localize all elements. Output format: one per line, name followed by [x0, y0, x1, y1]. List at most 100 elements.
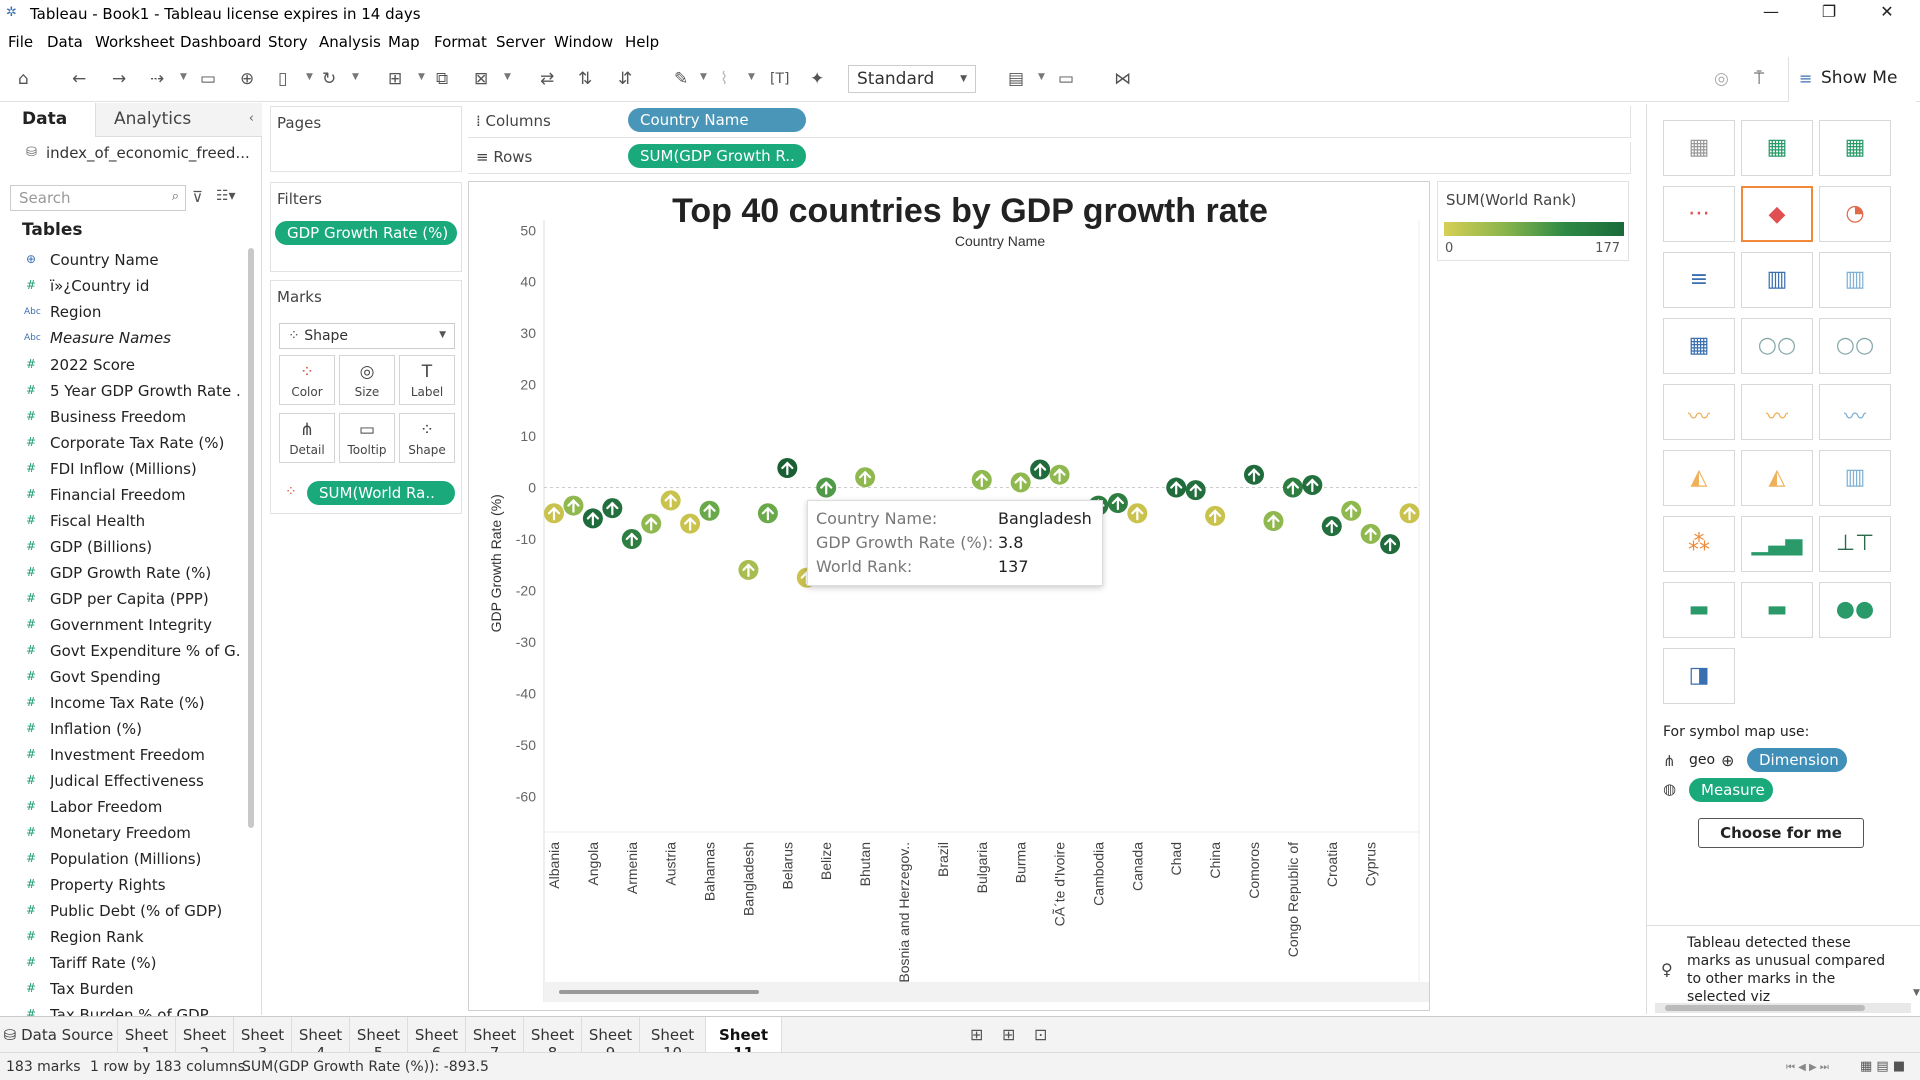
field-item[interactable]: Abc Region: [0, 300, 245, 326]
sheet-nav-icon[interactable]: ⏮ ◀ ▶ ⏭: [1786, 1062, 1829, 1073]
sheet-tab[interactable]: Sheet 6: [408, 1017, 466, 1062]
new-worksheet-icon[interactable]: ⊞: [970, 1025, 984, 1044]
field-item[interactable]: # Property Rights: [0, 873, 245, 899]
marks-pill-world-rank[interactable]: SUM(World Ra..: [307, 481, 455, 505]
rows-pill-gdp-growth[interactable]: SUM(GDP Growth R..: [628, 144, 806, 168]
show-labels-icon[interactable]: [T]: [770, 71, 790, 87]
chart-type-more-charts[interactable]: ◨: [1663, 648, 1735, 704]
chart-type-highlight-table[interactable]: ▦: [1819, 120, 1891, 176]
chart-type-histogram[interactable]: ▁▃▅: [1741, 516, 1813, 572]
data-point[interactable]: [641, 513, 662, 534]
field-item[interactable]: # Investment Freedom: [0, 743, 245, 769]
sheet-tab[interactable]: Sheet 10: [640, 1017, 706, 1062]
undo-icon[interactable]: ←: [72, 69, 87, 89]
data-point[interactable]: [1244, 464, 1264, 485]
columns-pill-country-name[interactable]: Country Name: [628, 108, 806, 132]
clear-sheet-icon[interactable]: ⊠: [474, 69, 489, 89]
chart-type-area-continuous[interactable]: ◭: [1663, 450, 1735, 506]
horizontal-scrollbar[interactable]: [1655, 1003, 1911, 1013]
field-item[interactable]: # Labor Freedom: [0, 795, 245, 821]
label-button[interactable]: T Label: [399, 355, 455, 405]
new-datasource-icon[interactable]: ⊕: [240, 69, 255, 89]
data-point[interactable]: [816, 477, 837, 498]
field-item[interactable]: # Income Tax Rate (%): [0, 691, 245, 717]
field-item[interactable]: # Govt Spending: [0, 665, 245, 691]
detail-button[interactable]: ⋔ Detail: [279, 413, 335, 463]
menu-map[interactable]: Map: [388, 33, 420, 51]
data-point[interactable]: [1185, 480, 1206, 501]
chart-type-symbol-map[interactable]: ⋯: [1663, 186, 1735, 242]
menu-server[interactable]: Server: [496, 33, 546, 51]
sheet-tab[interactable]: Sheet 2: [176, 1017, 234, 1062]
viz-horizontal-scrollbar[interactable]: [544, 982, 1429, 1002]
group-icon[interactable]: ⌇: [720, 69, 729, 89]
fix-axes-icon[interactable]: ✦: [810, 69, 825, 89]
data-point[interactable]: [777, 458, 798, 479]
home-icon[interactable]: ⌂: [18, 69, 29, 89]
data-point[interactable]: [1302, 474, 1323, 495]
field-item[interactable]: # GDP Growth Rate (%): [0, 561, 245, 587]
data-point[interactable]: [1205, 505, 1226, 526]
pause-dropdown-icon[interactable]: ▼: [306, 72, 313, 82]
chart-type-packed-bubbles[interactable]: ●●: [1819, 582, 1891, 638]
pause-updates-icon[interactable]: ▯: [278, 69, 288, 89]
chart-type-dual-combination[interactable]: ▥: [1819, 450, 1891, 506]
chart-type-box-whisker[interactable]: ⊥⊤: [1819, 516, 1891, 572]
sort-descending-icon[interactable]: ⇵: [618, 69, 633, 89]
replay-icon[interactable]: ⇢: [150, 69, 165, 89]
chart-type-filled-map[interactable]: ◆: [1741, 186, 1813, 242]
chart-type-horizontal-bars[interactable]: ≡: [1663, 252, 1735, 308]
chart-type-scatter-plot[interactable]: ⁂: [1663, 516, 1735, 572]
data-point[interactable]: [1360, 523, 1381, 544]
field-item[interactable]: #5 Year GDP Growth Rate ...: [0, 379, 245, 405]
redo-icon[interactable]: →: [112, 69, 127, 89]
save-icon[interactable]: ▭: [200, 69, 217, 89]
sheet-tab[interactable]: Sheet 11: [706, 1017, 782, 1062]
chart-type-stacked-bars[interactable]: ▥: [1741, 252, 1813, 308]
menu-data[interactable]: Data: [47, 33, 83, 51]
new-dashboard-icon[interactable]: ⊞: [1002, 1025, 1016, 1044]
data-point[interactable]: [1263, 511, 1284, 531]
data-point[interactable]: [757, 503, 778, 524]
menu-window[interactable]: Window: [554, 33, 614, 51]
tooltip-button[interactable]: ▭ Tooltip: [339, 413, 395, 463]
data-point[interactable]: [1127, 503, 1148, 524]
chart-type-area-discrete[interactable]: ◭: [1741, 450, 1813, 506]
data-point[interactable]: [1166, 477, 1187, 498]
pages-card[interactable]: Pages: [270, 106, 462, 172]
refresh-dropdown-icon[interactable]: ▼: [352, 72, 359, 82]
sort-ascending-icon[interactable]: ⇅: [578, 69, 593, 89]
presentation-mode-icon[interactable]: ▭: [1058, 69, 1075, 89]
ask-data-icon[interactable]: ◎: [1714, 69, 1729, 89]
clear-dropdown-icon[interactable]: ▼: [504, 72, 511, 82]
scatter-chart[interactable]: Top 40 countries by GDP growth rate Count…: [469, 182, 1431, 1012]
data-point[interactable]: [1282, 477, 1303, 498]
chart-type-circle-view[interactable]: ○○: [1741, 318, 1813, 374]
field-item[interactable]: # Fiscal Health: [0, 509, 245, 535]
chart-type-side-by-side-bars[interactable]: ▥: [1819, 252, 1891, 308]
refresh-icon[interactable]: ↻: [322, 69, 337, 89]
minimize-icon[interactable]: —: [1763, 2, 1779, 21]
scroll-thumb[interactable]: [1665, 1005, 1865, 1011]
show-me-button[interactable]: ≡ Show Me: [1788, 57, 1916, 102]
choose-for-me-button[interactable]: Choose for me: [1698, 818, 1864, 848]
field-item[interactable]: # Population (Millions): [0, 847, 245, 873]
data-point[interactable]: [971, 469, 992, 490]
data-point[interactable]: [1049, 464, 1070, 485]
data-point[interactable]: [1010, 472, 1031, 493]
data-point[interactable]: [738, 559, 759, 580]
data-point[interactable]: [563, 495, 584, 516]
scroll-down-icon[interactable]: ▼: [1913, 988, 1920, 998]
new-story-icon[interactable]: ⊡: [1034, 1025, 1048, 1044]
field-item[interactable]: ⊕ Country Name: [0, 248, 245, 274]
data-point[interactable]: [699, 500, 720, 521]
tab-analytics[interactable]: Analytics ‹: [95, 103, 262, 137]
field-item[interactable]: # Public Debt (% of GDP): [0, 899, 245, 925]
menu-story[interactable]: Story: [268, 33, 308, 51]
data-point[interactable]: [660, 490, 681, 511]
field-item[interactable]: Abc Measure Names: [0, 326, 245, 352]
chart-type-text-table[interactable]: ▦: [1663, 120, 1735, 176]
data-point[interactable]: [1399, 503, 1420, 524]
chart-type-heat-map[interactable]: ▦: [1741, 120, 1813, 176]
sheet-tab[interactable]: Sheet 3: [234, 1017, 292, 1062]
